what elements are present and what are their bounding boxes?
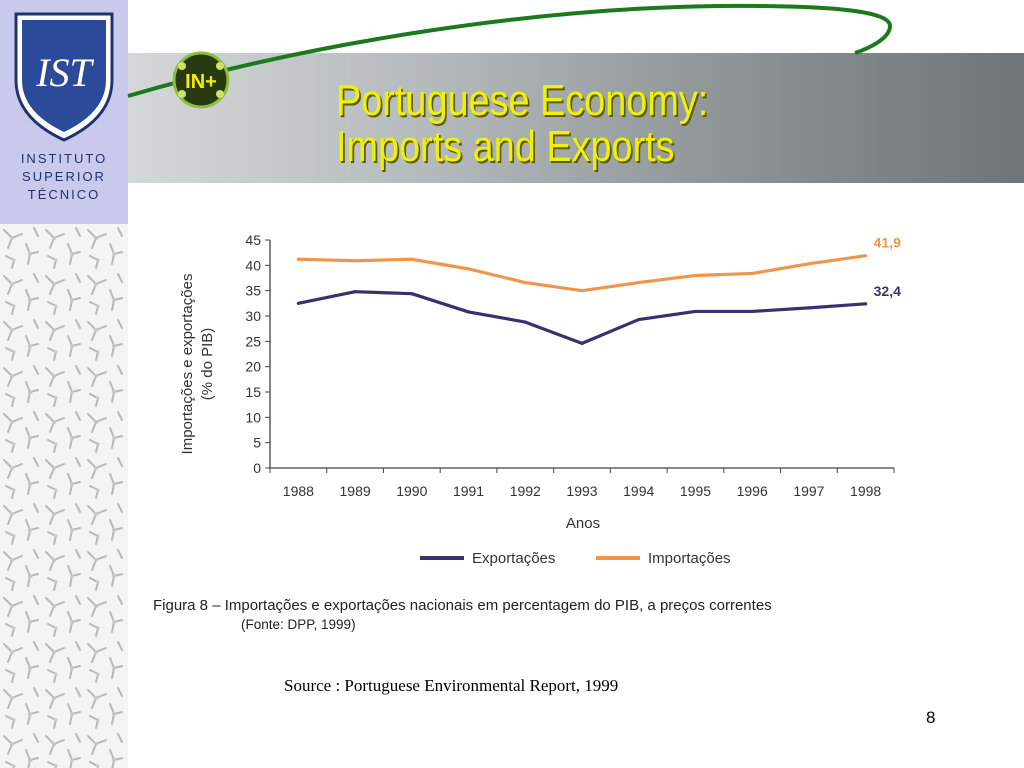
y-tick-label: 40 <box>245 257 261 273</box>
legend: Exportações Importações <box>420 550 731 567</box>
x-axis-ticks: 1988 1989 1990 1991 1992 1993 1994 1995 1996 1997… <box>269 468 895 499</box>
series-line-importações <box>298 254 866 293</box>
x-tick-label: 1991 <box>453 483 484 499</box>
logo-letters: IST <box>35 50 94 95</box>
legend-label-importações: Importações <box>648 550 731 567</box>
end-label-importações: 41,9 <box>874 235 901 251</box>
chart-axes <box>269 240 894 469</box>
y-tick-label: 10 <box>245 409 261 425</box>
data-point <box>296 301 300 305</box>
y-tick-label: 25 <box>245 333 261 349</box>
data-point <box>353 259 357 263</box>
logo-line2: SUPERIOR <box>22 169 106 184</box>
page-number: 8 <box>926 708 936 727</box>
data-point <box>410 292 414 296</box>
chart-series <box>296 254 868 345</box>
figure-caption: Figura 8 – Importações e exportações nac… <box>153 596 772 634</box>
x-tick-label: 1990 <box>396 483 427 499</box>
y-tick-label: 5 <box>253 435 261 451</box>
legend-label-exportações: Exportações <box>472 550 555 567</box>
y-tick-label: 45 <box>245 232 261 248</box>
data-point <box>637 280 641 285</box>
data-point <box>864 302 868 306</box>
data-point <box>693 309 698 314</box>
data-point <box>864 254 868 258</box>
data-point <box>637 317 641 322</box>
y-tick-label: 35 <box>245 283 261 299</box>
y-tick-label: 30 <box>245 308 261 324</box>
data-point <box>750 309 754 314</box>
x-tick-label: 1997 <box>793 483 824 499</box>
data-point <box>807 306 811 310</box>
y-axis-label-line1: Importações e exportações <box>179 274 196 455</box>
data-point <box>466 310 471 314</box>
x-tick-label: 1988 <box>283 483 314 499</box>
slide-title-line2: Imports and Exports <box>336 122 675 171</box>
data-point <box>807 262 811 266</box>
data-point <box>296 257 300 261</box>
data-point <box>353 290 357 294</box>
in-plus-logo: IN+ <box>172 51 230 109</box>
data-point <box>523 320 527 324</box>
swoosh-decoration <box>127 3 893 98</box>
y-tick-label: 20 <box>245 359 261 375</box>
series-line-exportações <box>298 290 866 345</box>
x-tick-label: 1993 <box>566 483 597 499</box>
data-point <box>750 271 754 276</box>
shield-icon: IST <box>14 12 114 142</box>
data-point <box>410 257 414 261</box>
sidebar: IST INSTITUTO SUPERIOR TÉCNICO <box>0 0 128 768</box>
caption-line1: Figura 8 – Importações e exportações nac… <box>153 597 772 614</box>
end-labels: 32,4 41,9 <box>874 235 901 299</box>
x-tick-label: 1989 <box>340 483 371 499</box>
logo-line3: TÉCNICO <box>27 187 101 202</box>
badge-text: IN+ <box>185 71 217 93</box>
y-tick-label: 0 <box>253 460 261 476</box>
x-tick-label: 1992 <box>510 483 541 499</box>
data-point <box>523 280 527 285</box>
y-axis-ticks: 0 5 10 15 20 25 30 35 40 45 <box>245 232 270 476</box>
x-tick-label: 1996 <box>737 483 768 499</box>
end-label-exportações: 32,4 <box>874 283 901 299</box>
data-point <box>580 341 584 345</box>
ist-logo: IST INSTITUTO SUPERIOR TÉCNICO <box>0 0 128 224</box>
x-tick-label: 1998 <box>850 483 881 499</box>
caption-line2: (Fonte: DPP, 1999) <box>241 617 356 632</box>
y-axis-label-line2: (% do PIB) <box>199 328 216 401</box>
y-tick-label: 15 <box>245 384 261 400</box>
data-point <box>693 273 698 278</box>
x-tick-label: 1994 <box>623 483 654 499</box>
slide-title-line1: Portuguese Economy: <box>336 76 709 125</box>
title-band <box>128 53 1024 183</box>
x-tick-label: 1995 <box>680 483 711 499</box>
data-point <box>466 267 471 271</box>
logo-line1: INSTITUTO <box>20 151 108 166</box>
source-note: Source : Portuguese Environmental Report… <box>284 676 619 695</box>
decorative-pattern <box>0 224 128 768</box>
x-axis-label: Anos <box>566 515 600 532</box>
data-point <box>580 289 584 293</box>
